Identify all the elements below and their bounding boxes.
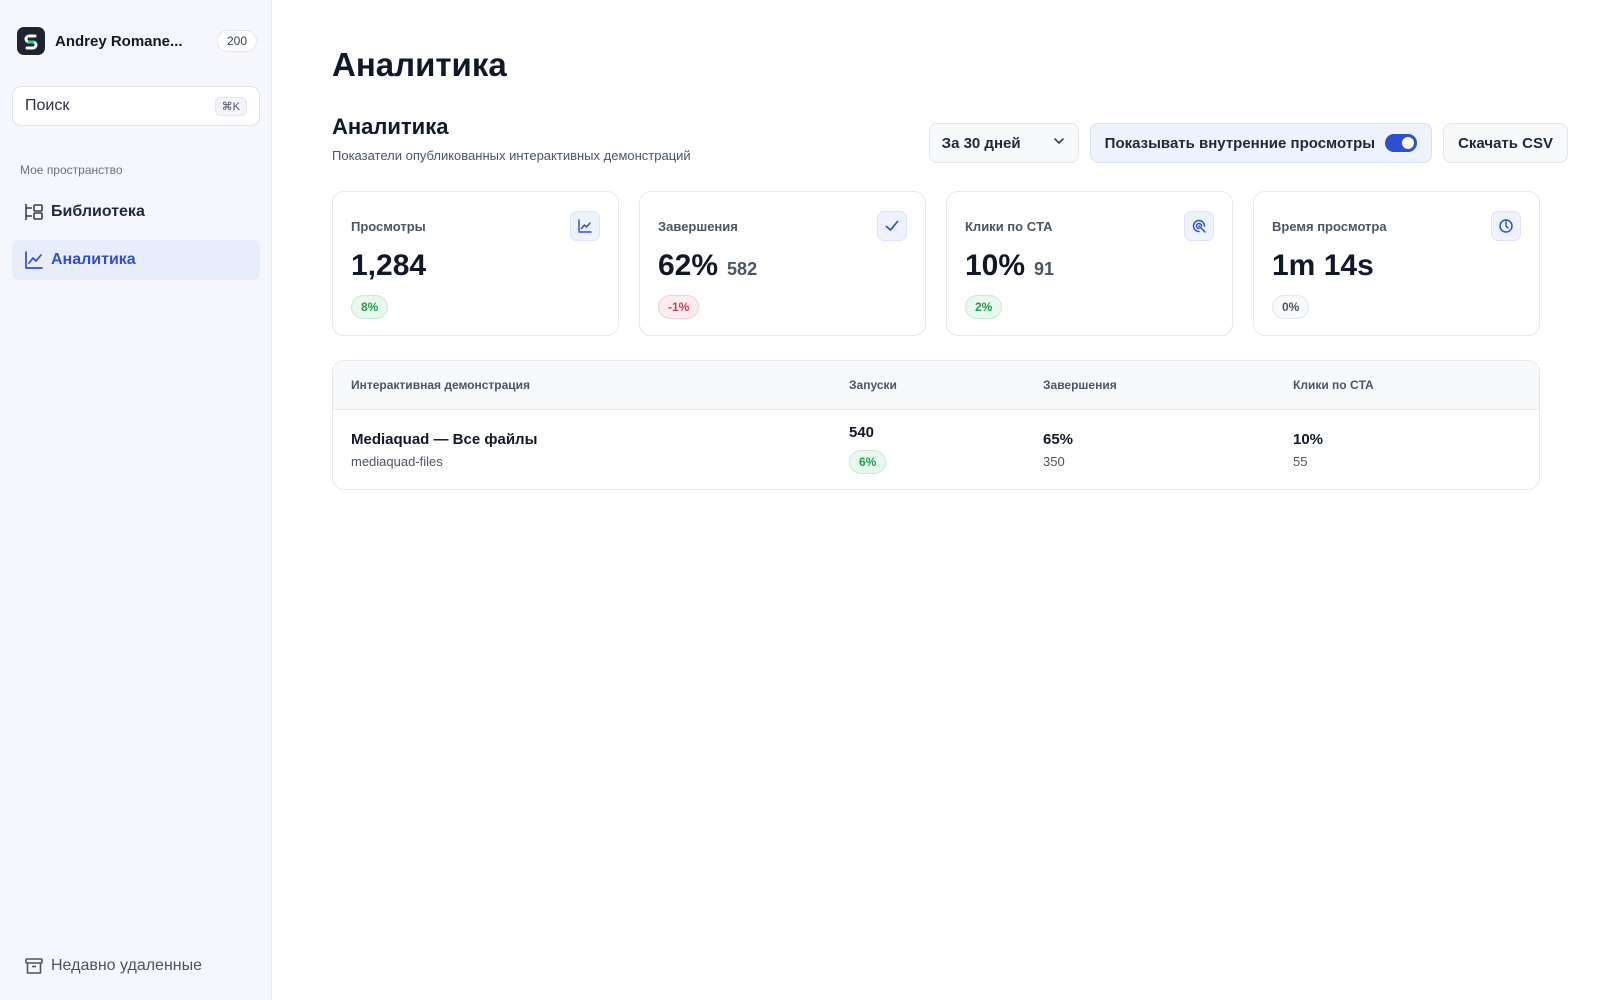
chart-line-icon [570,211,600,241]
internal-views-label: Показывать внутренние просмотры [1104,134,1376,152]
search-box[interactable]: ⌘K [12,86,260,126]
stat-card-cta-clicks: Клики по CTA 10% 91 2% [946,191,1233,336]
stat-label: Клики по CTA [965,219,1053,234]
stat-label: Просмотры [351,219,426,234]
page-title: Аналитика [332,46,507,83]
toggle-knob [1402,137,1415,149]
stat-label: Время просмотра [1272,219,1387,234]
workspace-logo-icon [17,27,45,55]
stat-value-row: 10% 91 [965,249,1054,283]
demo-title[interactable]: Mediaquad — Все файлы [351,431,538,448]
table-header: Интерактивная демонстрация Запуски Завер… [333,361,1539,410]
stat-secondary-value: 91 [1034,259,1055,279]
stat-value-row: 1,284 [351,249,426,283]
workspace-count-badge: 200 [216,30,257,52]
sidebar-item-label: Недавно удаленные [51,957,203,974]
stat-value: 1m 14s [1272,249,1374,282]
completions-count: 350 [1043,454,1065,469]
demo-slug: mediaquad-files [351,454,443,469]
cta-clicks-count: 55 [1293,454,1308,469]
sidebar-item-label: Библиотека [51,203,145,220]
section-label: Мое пространство [20,163,123,177]
stat-value-row: 62% 582 [658,249,757,283]
table-row[interactable]: Mediaquad — Все файлы mediaquad-files 54… [333,410,1539,489]
stat-change-badge: 8% [351,295,389,319]
sidebar-item-library[interactable]: Библиотека [12,192,260,232]
toolbar: За 30 дней Показывать внутренние просмот… [928,123,1568,163]
stat-label: Завершения [658,219,738,234]
stat-change-badge: 2% [965,295,1003,319]
demos-table: Интерактивная демонстрация Запуски Завер… [332,360,1540,490]
stat-change-badge: -1% [658,295,700,319]
chart-line-icon [24,250,44,270]
period-select[interactable]: За 30 дней [928,123,1079,163]
sidebar: Andrey Romane... 200 ⌘K Мое пространство… [0,0,272,1000]
internal-views-toggle[interactable]: Показывать внутренние просмотры [1089,123,1433,163]
workspace-switcher[interactable]: Andrey Romane... 200 [17,26,257,56]
column-header[interactable]: Завершения [1043,378,1117,392]
stat-card-watch-time: Время просмотра 1m 14s 0% [1253,191,1540,336]
stat-change-badge: 0% [1272,295,1310,319]
sidebar-item-recently-deleted[interactable]: Недавно удаленные [12,946,260,986]
search-input[interactable] [25,97,215,115]
check-icon [877,211,907,241]
timer-icon [1491,211,1521,241]
cta-clicks-value: 10% [1293,431,1324,448]
section-title: Аналитика [332,114,449,139]
period-select-value: За 30 дней [941,134,1021,152]
completions-value: 65% [1043,431,1074,448]
stat-value: 10% [965,249,1026,282]
launches-change-badge: 6% [849,450,887,474]
stat-value: 62% [658,249,719,282]
column-header[interactable]: Клики по CTA [1293,378,1374,392]
toggle-switch[interactable] [1385,134,1418,152]
search-shortcut: ⌘K [214,96,247,116]
stats-row: Просмотры 1,284 8% Завершения 62% 582 [332,191,1540,336]
main-content: Аналитика Аналитика Показатели опубликов… [272,0,1600,1000]
stat-card-completions: Завершения 62% 582 -1% [639,191,926,336]
column-header[interactable]: Запуски [849,378,897,392]
stat-secondary-value: 582 [727,259,758,279]
launches-value: 540 [849,424,875,441]
sidebar-item-analytics[interactable]: Аналитика [12,240,260,280]
stat-value: 1,284 [351,249,427,282]
download-csv-button[interactable]: Скачать CSV [1443,123,1568,163]
column-header[interactable]: Интерактивная демонстрация [351,378,531,392]
section-description: Показатели опубликованных интерактивных … [332,148,691,163]
sidebar-item-label: Аналитика [51,251,136,268]
workspace-name: Andrey Romane... [55,32,183,50]
chevron-down-icon [1052,134,1066,152]
archive-icon [24,956,44,976]
stat-card-views: Просмотры 1,284 8% [332,191,619,336]
stat-value-row: 1m 14s [1272,249,1374,283]
library-icon [24,202,44,222]
click-target-icon [1184,211,1214,241]
